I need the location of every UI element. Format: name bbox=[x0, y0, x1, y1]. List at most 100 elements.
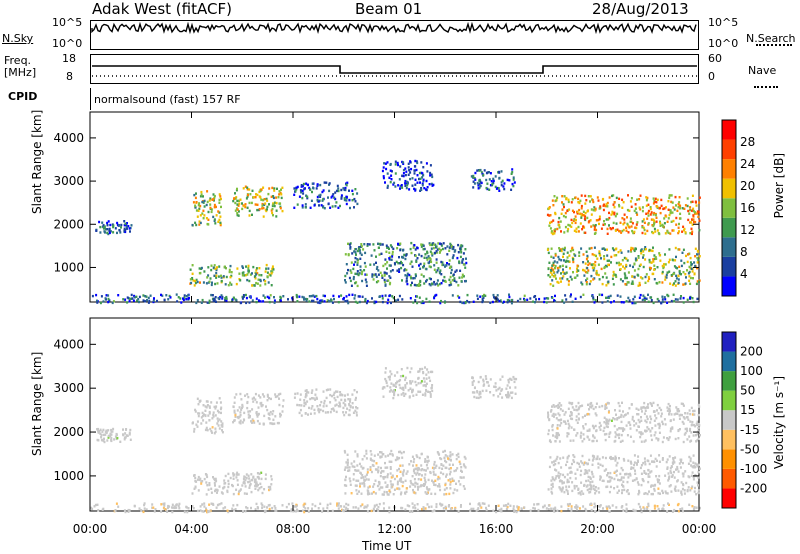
echo-cell bbox=[102, 433, 105, 437]
echo-cell bbox=[321, 199, 324, 202]
echo-cell bbox=[401, 464, 404, 467]
echo-cell bbox=[684, 231, 687, 234]
echo-cell bbox=[592, 278, 595, 281]
echo-cell bbox=[91, 507, 94, 511]
echo-cell bbox=[676, 209, 679, 212]
echo-cell bbox=[623, 267, 626, 270]
echo-cell bbox=[438, 483, 441, 486]
echo-cell bbox=[380, 466, 382, 470]
echo-cell bbox=[340, 197, 343, 200]
echo-cell bbox=[554, 199, 557, 202]
echo-cell bbox=[421, 182, 424, 185]
echo-cell bbox=[272, 203, 275, 206]
echo-cell bbox=[682, 416, 685, 419]
echo-cell bbox=[317, 507, 320, 510]
echo-cell bbox=[254, 478, 256, 481]
echo-cell bbox=[608, 506, 611, 509]
echo-cell bbox=[641, 277, 644, 280]
echo-cell bbox=[696, 439, 699, 442]
echo-cell bbox=[382, 470, 385, 473]
echo-cell bbox=[627, 231, 630, 234]
echo-cell bbox=[588, 220, 591, 223]
echo-cell bbox=[614, 273, 617, 277]
echo-cell bbox=[270, 272, 273, 275]
echo-cell bbox=[358, 272, 361, 275]
nsky-label: N.Sky bbox=[2, 32, 34, 45]
echo-cell bbox=[448, 458, 451, 461]
echo-cell bbox=[624, 274, 627, 277]
echo-cell bbox=[573, 408, 576, 411]
echo-cell bbox=[644, 406, 647, 410]
echo-cell bbox=[424, 458, 427, 461]
echo-cell bbox=[106, 221, 109, 225]
echo-cell bbox=[441, 247, 444, 251]
echo-cell bbox=[381, 297, 384, 300]
echo-cell bbox=[243, 475, 246, 478]
echo-cell bbox=[323, 399, 326, 403]
echo-cell bbox=[216, 417, 219, 420]
echo-cell bbox=[387, 493, 390, 496]
echo-cell bbox=[384, 181, 386, 184]
echo-cell bbox=[609, 294, 612, 298]
echo-cell bbox=[114, 509, 117, 512]
echo-cell bbox=[652, 258, 655, 261]
echo-cell bbox=[396, 482, 399, 486]
echo-cell bbox=[99, 428, 102, 431]
echo-cell bbox=[451, 479, 454, 483]
echo-cell bbox=[561, 409, 564, 412]
echo-cell bbox=[495, 389, 498, 392]
echo-cell bbox=[118, 224, 121, 227]
echo-cell bbox=[483, 502, 486, 505]
echo-cell bbox=[212, 215, 215, 219]
echo-cell bbox=[406, 282, 409, 286]
echo-cell bbox=[555, 277, 557, 280]
echo-cell bbox=[192, 201, 195, 204]
echo-cell bbox=[560, 249, 563, 253]
echo-cell bbox=[225, 267, 227, 270]
echo-cell bbox=[211, 426, 214, 429]
echo-cell bbox=[229, 276, 232, 279]
echo-cell bbox=[583, 269, 586, 272]
echo-cell bbox=[677, 231, 680, 235]
echo-cell bbox=[590, 502, 593, 505]
echo-cell bbox=[364, 479, 366, 482]
echo-cell bbox=[247, 395, 250, 399]
echo-cell bbox=[163, 504, 166, 507]
echo-cell bbox=[404, 184, 407, 187]
echo-cell bbox=[605, 406, 608, 409]
echo-cell bbox=[415, 168, 418, 172]
echo-cell bbox=[626, 480, 629, 484]
echo-cell bbox=[557, 412, 560, 415]
echo-cell bbox=[312, 186, 314, 189]
echo-cell bbox=[590, 274, 593, 278]
echo-cell bbox=[214, 414, 217, 417]
echo-cell bbox=[657, 492, 660, 495]
echo-cell bbox=[378, 253, 381, 256]
echo-cell bbox=[303, 187, 306, 191]
echo-cell bbox=[537, 508, 540, 512]
echo-cell bbox=[450, 271, 453, 275]
echo-cell bbox=[199, 281, 201, 284]
echo-cell bbox=[380, 252, 383, 255]
echo-cell bbox=[554, 252, 557, 256]
echo-cell bbox=[397, 487, 400, 490]
echo-cell bbox=[647, 406, 650, 409]
echo-cell bbox=[482, 173, 485, 177]
echo-cell bbox=[212, 266, 215, 269]
echo-cell bbox=[680, 259, 683, 262]
echo-cell bbox=[383, 490, 386, 494]
echo-cell bbox=[417, 478, 420, 481]
echo-cell bbox=[670, 299, 673, 303]
echo-cell bbox=[606, 480, 609, 483]
echo-cell bbox=[176, 300, 179, 303]
echo-cell bbox=[397, 184, 400, 187]
echo-cell bbox=[696, 420, 699, 423]
echo-cell bbox=[563, 272, 566, 275]
echo-cell bbox=[411, 455, 414, 458]
echo-cell bbox=[664, 263, 667, 266]
echo-cell bbox=[281, 405, 284, 408]
echo-cell bbox=[689, 208, 692, 212]
echo-cell bbox=[622, 415, 625, 418]
echo-cell bbox=[200, 301, 203, 304]
echo-cell bbox=[575, 506, 578, 509]
